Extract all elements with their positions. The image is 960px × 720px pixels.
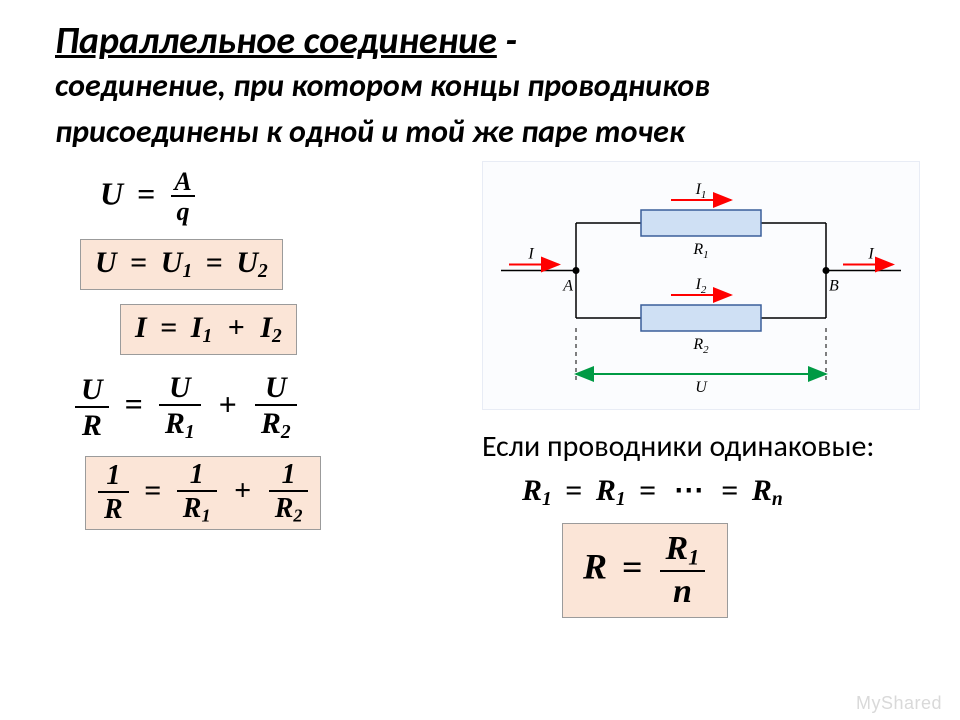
- slide: Параллельное соединение - соединение, пр…: [0, 0, 960, 720]
- title-dash: -: [497, 18, 517, 64]
- formula-all-equal: R1 = R1 = ⋯ = Rn: [522, 473, 920, 511]
- formula-current-sum: I = I1 + I2: [55, 304, 462, 355]
- svg-text:R2: R2: [692, 336, 709, 356]
- identical-conductors-note: Если проводники одинаковые:: [482, 428, 920, 465]
- circuit-diagram: I I A B I1 I2 R1 R2 U: [482, 161, 920, 410]
- formula-u-aq: U = A q: [55, 169, 462, 225]
- svg-text:I: I: [527, 246, 534, 263]
- formula-ur-sum: U R = U R1 + U R2: [55, 373, 462, 442]
- svg-text:I2: I2: [695, 276, 707, 296]
- svg-text:I: I: [867, 246, 874, 263]
- formula-r-over-n: R = R1 n: [562, 523, 920, 618]
- svg-text:A: A: [562, 278, 573, 295]
- svg-text:R1: R1: [692, 241, 708, 261]
- formula-inverse-r: 1 R = 1 R1 + 1 R2: [55, 456, 462, 530]
- subtitle-line2: присоединены к одной и той же паре точек: [55, 114, 920, 151]
- svg-text:U: U: [695, 379, 708, 396]
- formula-voltage-equal: U = U1 = U2: [55, 239, 462, 290]
- title-main: Параллельное соединение: [55, 18, 497, 64]
- watermark: MyShared: [856, 693, 942, 714]
- svg-text:I1: I1: [695, 181, 707, 201]
- right-column: I I A B I1 I2 R1 R2 U Если проводники одинаковые…: [462, 161, 920, 617]
- left-column: U = A q U = U1 = U2: [55, 161, 462, 544]
- page-title: Параллельное соединение -: [55, 20, 920, 64]
- columns: U = A q U = U1 = U2: [55, 161, 920, 617]
- subtitle-line1: соединение, при котором концы проводнико…: [55, 68, 920, 105]
- svg-text:B: B: [829, 278, 839, 295]
